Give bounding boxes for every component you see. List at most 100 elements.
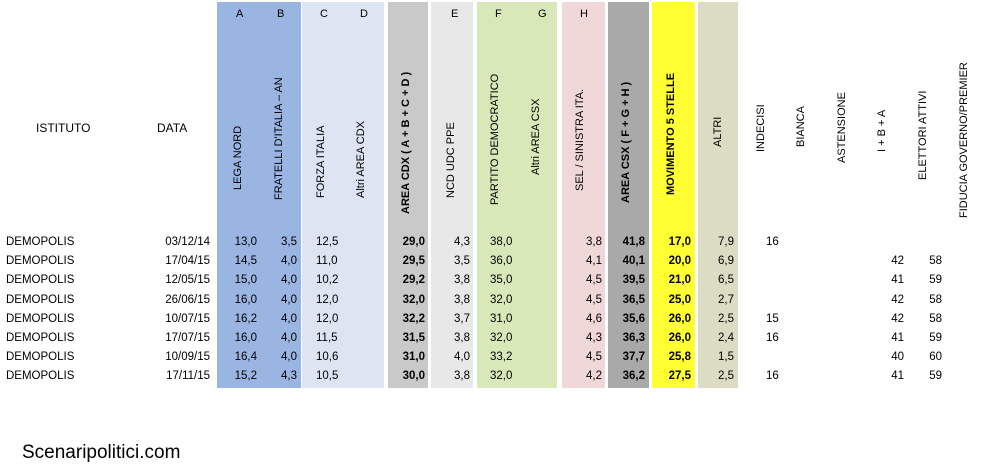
header-m5s: MOVIMENTO 5 STELLE [665, 72, 677, 195]
cell-el2: 59 [929, 370, 942, 383]
cell-el2: 60 [929, 351, 942, 364]
band-m5s [652, 2, 695, 388]
col-letter-b: B [277, 8, 285, 20]
cell-a: 15,2 [234, 370, 257, 383]
cell-data: 03/12/14 [165, 236, 210, 248]
header-area-cdx: AREA CDX ( A + B + C + D ) [400, 71, 412, 214]
header-sel: SEL / SINISTRA ITA. [574, 88, 586, 191]
cell-ist: DEMOPOLIS [6, 236, 75, 248]
cell-c: 10,6 [316, 351, 339, 364]
cell-el2: 59 [929, 274, 942, 287]
band-pd [477, 2, 557, 388]
cell-ist: DEMOPOLIS [6, 312, 75, 325]
cell-m5s: 27,5 [668, 370, 691, 383]
cell-b: 4,0 [281, 255, 297, 268]
cell-e: 3,8 [454, 332, 470, 344]
cell-altri: 2,4 [718, 332, 734, 344]
cell-b: 4,0 [281, 351, 297, 364]
cell-csx: 37,7 [622, 351, 645, 364]
cell-ist: DEMOPOLIS [6, 255, 75, 268]
cell-cdx: 29,0 [402, 236, 425, 248]
cell-f: 32,0 [490, 293, 513, 306]
cell-a: 14,5 [234, 255, 257, 268]
band-area-csx-total [608, 2, 649, 388]
header-pd: PARTITO DEMOCRATICO [489, 73, 501, 205]
cell-a: 16,0 [234, 293, 257, 306]
col-letter-h: H [580, 8, 588, 20]
cell-a: 16,4 [234, 351, 257, 364]
cell-f: 31,0 [490, 312, 513, 325]
col-letter-c: C [320, 8, 328, 20]
header-altri-csx: Altri AREA CSX [530, 98, 542, 175]
cell-altri: 6,9 [718, 255, 734, 268]
cell-c: 12,0 [316, 312, 339, 325]
header-altri-cdx: Altri AREA CDX [355, 120, 367, 198]
cell-ist: DEMOPOLIS [6, 370, 75, 383]
header-iba: I + B + A [876, 109, 888, 152]
cell-csx: 36,5 [622, 293, 645, 306]
cell-el2: 58 [929, 293, 942, 306]
cell-e: 3,7 [454, 312, 470, 325]
cell-cdx: 32,0 [402, 293, 425, 306]
cell-cdx: 32,2 [402, 312, 425, 325]
cell-h: 4,3 [586, 332, 602, 344]
cell-el1: 42 [891, 293, 904, 306]
cell-cdx: 29,2 [402, 274, 425, 287]
cell-h: 4,5 [586, 351, 602, 364]
cell-altri: 2,7 [718, 293, 734, 306]
cell-data: 12/05/15 [165, 274, 210, 287]
cell-cdx: 30,0 [402, 370, 425, 383]
col-letter-d: D [360, 8, 368, 20]
cell-c: 10,2 [316, 274, 339, 287]
header-altri: ALTRI [712, 116, 724, 147]
header-lega-nord: LEGA NORD [232, 125, 244, 190]
cell-b: 4,3 [281, 370, 297, 383]
cell-csx: 41,8 [622, 236, 645, 248]
cell-m5s: 25,0 [668, 293, 691, 306]
band-area-cdx-total [388, 2, 428, 388]
cell-data: 10/07/15 [165, 312, 210, 325]
cell-e: 4,0 [454, 351, 470, 364]
cell-f: 32,0 [490, 332, 513, 344]
cell-data: 17/04/15 [165, 255, 210, 268]
cell-el2: 58 [929, 312, 942, 325]
band-sel [562, 2, 605, 388]
cell-f: 35,0 [490, 274, 513, 287]
cell-a: 16,0 [234, 332, 257, 344]
cell-c: 11,0 [316, 255, 338, 268]
cell-f: 38,0 [490, 236, 513, 248]
cell-el1: 42 [891, 312, 904, 325]
header-astensione: ASTENSIONE [836, 92, 848, 163]
col-letter-a: A [236, 8, 244, 20]
col-letter-e: E [451, 8, 459, 20]
cell-c: 10,5 [316, 370, 339, 383]
cell-ist: DEMOPOLIS [6, 332, 75, 344]
header-bianca: BIANCA [795, 106, 807, 147]
header-forza-italia: FORZA ITALIA [315, 125, 327, 198]
cell-a: 16,2 [234, 312, 257, 325]
cell-altri: 7,9 [718, 236, 734, 248]
cell-b: 4,0 [281, 274, 297, 287]
cell-e: 3,5 [454, 255, 470, 268]
cell-ind: 16 [766, 370, 779, 383]
cell-csx: 35,6 [622, 312, 645, 325]
header-data: DATA [157, 121, 188, 135]
cell-h: 3,8 [586, 236, 602, 248]
cell-e: 3,8 [454, 293, 470, 306]
cell-a: 15,0 [234, 274, 257, 287]
cell-data: 17/07/15 [165, 332, 210, 344]
cell-h: 4,1 [586, 255, 602, 268]
cell-b: 4,0 [281, 293, 297, 306]
band-altri [698, 2, 738, 388]
cell-el1: 41 [891, 274, 904, 287]
cell-el2: 59 [929, 332, 942, 344]
cell-e: 3,8 [454, 274, 470, 287]
cell-csx: 39,5 [622, 274, 645, 287]
cell-csx: 36,2 [622, 370, 645, 383]
header-area-csx: AREA CSX ( F + G + H ) [620, 81, 632, 203]
band-forza-italia [302, 2, 384, 388]
header-fiducia: FIDUCIA GOVERNO/PREMIER [958, 62, 970, 218]
cell-m5s: 21,0 [668, 274, 691, 287]
cell-cdx: 31,0 [402, 351, 425, 364]
cell-cdx: 31,5 [402, 332, 425, 344]
